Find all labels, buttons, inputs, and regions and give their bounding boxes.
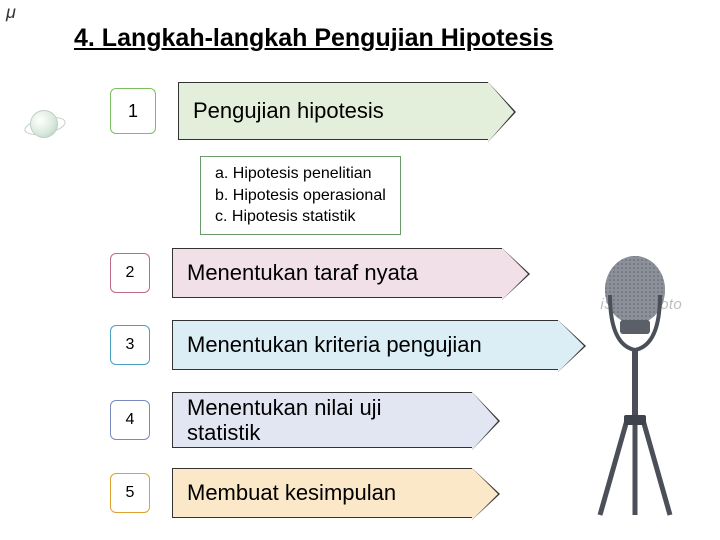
mu-symbol: μ bbox=[6, 2, 16, 23]
microphone-image bbox=[580, 250, 690, 520]
step-arrow: Menentukan taraf nyata bbox=[172, 248, 502, 298]
deco-sphere bbox=[30, 110, 58, 138]
step-row: 5 Membuat kesimpulan bbox=[110, 468, 472, 518]
sub-item: a. Hipotesis penelitian bbox=[215, 163, 386, 185]
sub-item: b. Hipotesis operasional bbox=[215, 185, 386, 207]
step-number-badge: 2 bbox=[110, 253, 150, 293]
step-row: 4 Menentukan nilai ujistatistik bbox=[110, 392, 472, 448]
step-arrow: Menentukan nilai ujistatistik bbox=[172, 392, 472, 448]
step-row: 3 Menentukan kriteria pengujian bbox=[110, 320, 558, 370]
step-label: Membuat kesimpulan bbox=[187, 480, 396, 506]
step-number-badge: 3 bbox=[110, 325, 150, 365]
step-number-badge: 1 bbox=[110, 88, 156, 134]
sub-item: c. Hipotesis statistik bbox=[215, 206, 386, 228]
step-label: Pengujian hipotesis bbox=[193, 98, 384, 124]
step-arrow: Membuat kesimpulan bbox=[172, 468, 472, 518]
step-number-badge: 5 bbox=[110, 473, 150, 513]
step-label: Menentukan nilai ujistatistik bbox=[187, 395, 381, 446]
step-label: Menentukan taraf nyata bbox=[187, 260, 418, 286]
step-arrow: Pengujian hipotesis bbox=[178, 82, 488, 140]
page-title: 4. Langkah-langkah Pengujian Hipotesis bbox=[74, 24, 553, 53]
sub-hypotheses-box: a. Hipotesis penelitian b. Hipotesis ope… bbox=[200, 156, 401, 235]
step-number-badge: 4 bbox=[110, 400, 150, 440]
step-label: Menentukan kriteria pengujian bbox=[187, 332, 482, 358]
step-arrow: Menentukan kriteria pengujian bbox=[172, 320, 558, 370]
step-row: 1 Pengujian hipotesis bbox=[110, 82, 488, 140]
step-row: 2 Menentukan taraf nyata bbox=[110, 248, 502, 298]
